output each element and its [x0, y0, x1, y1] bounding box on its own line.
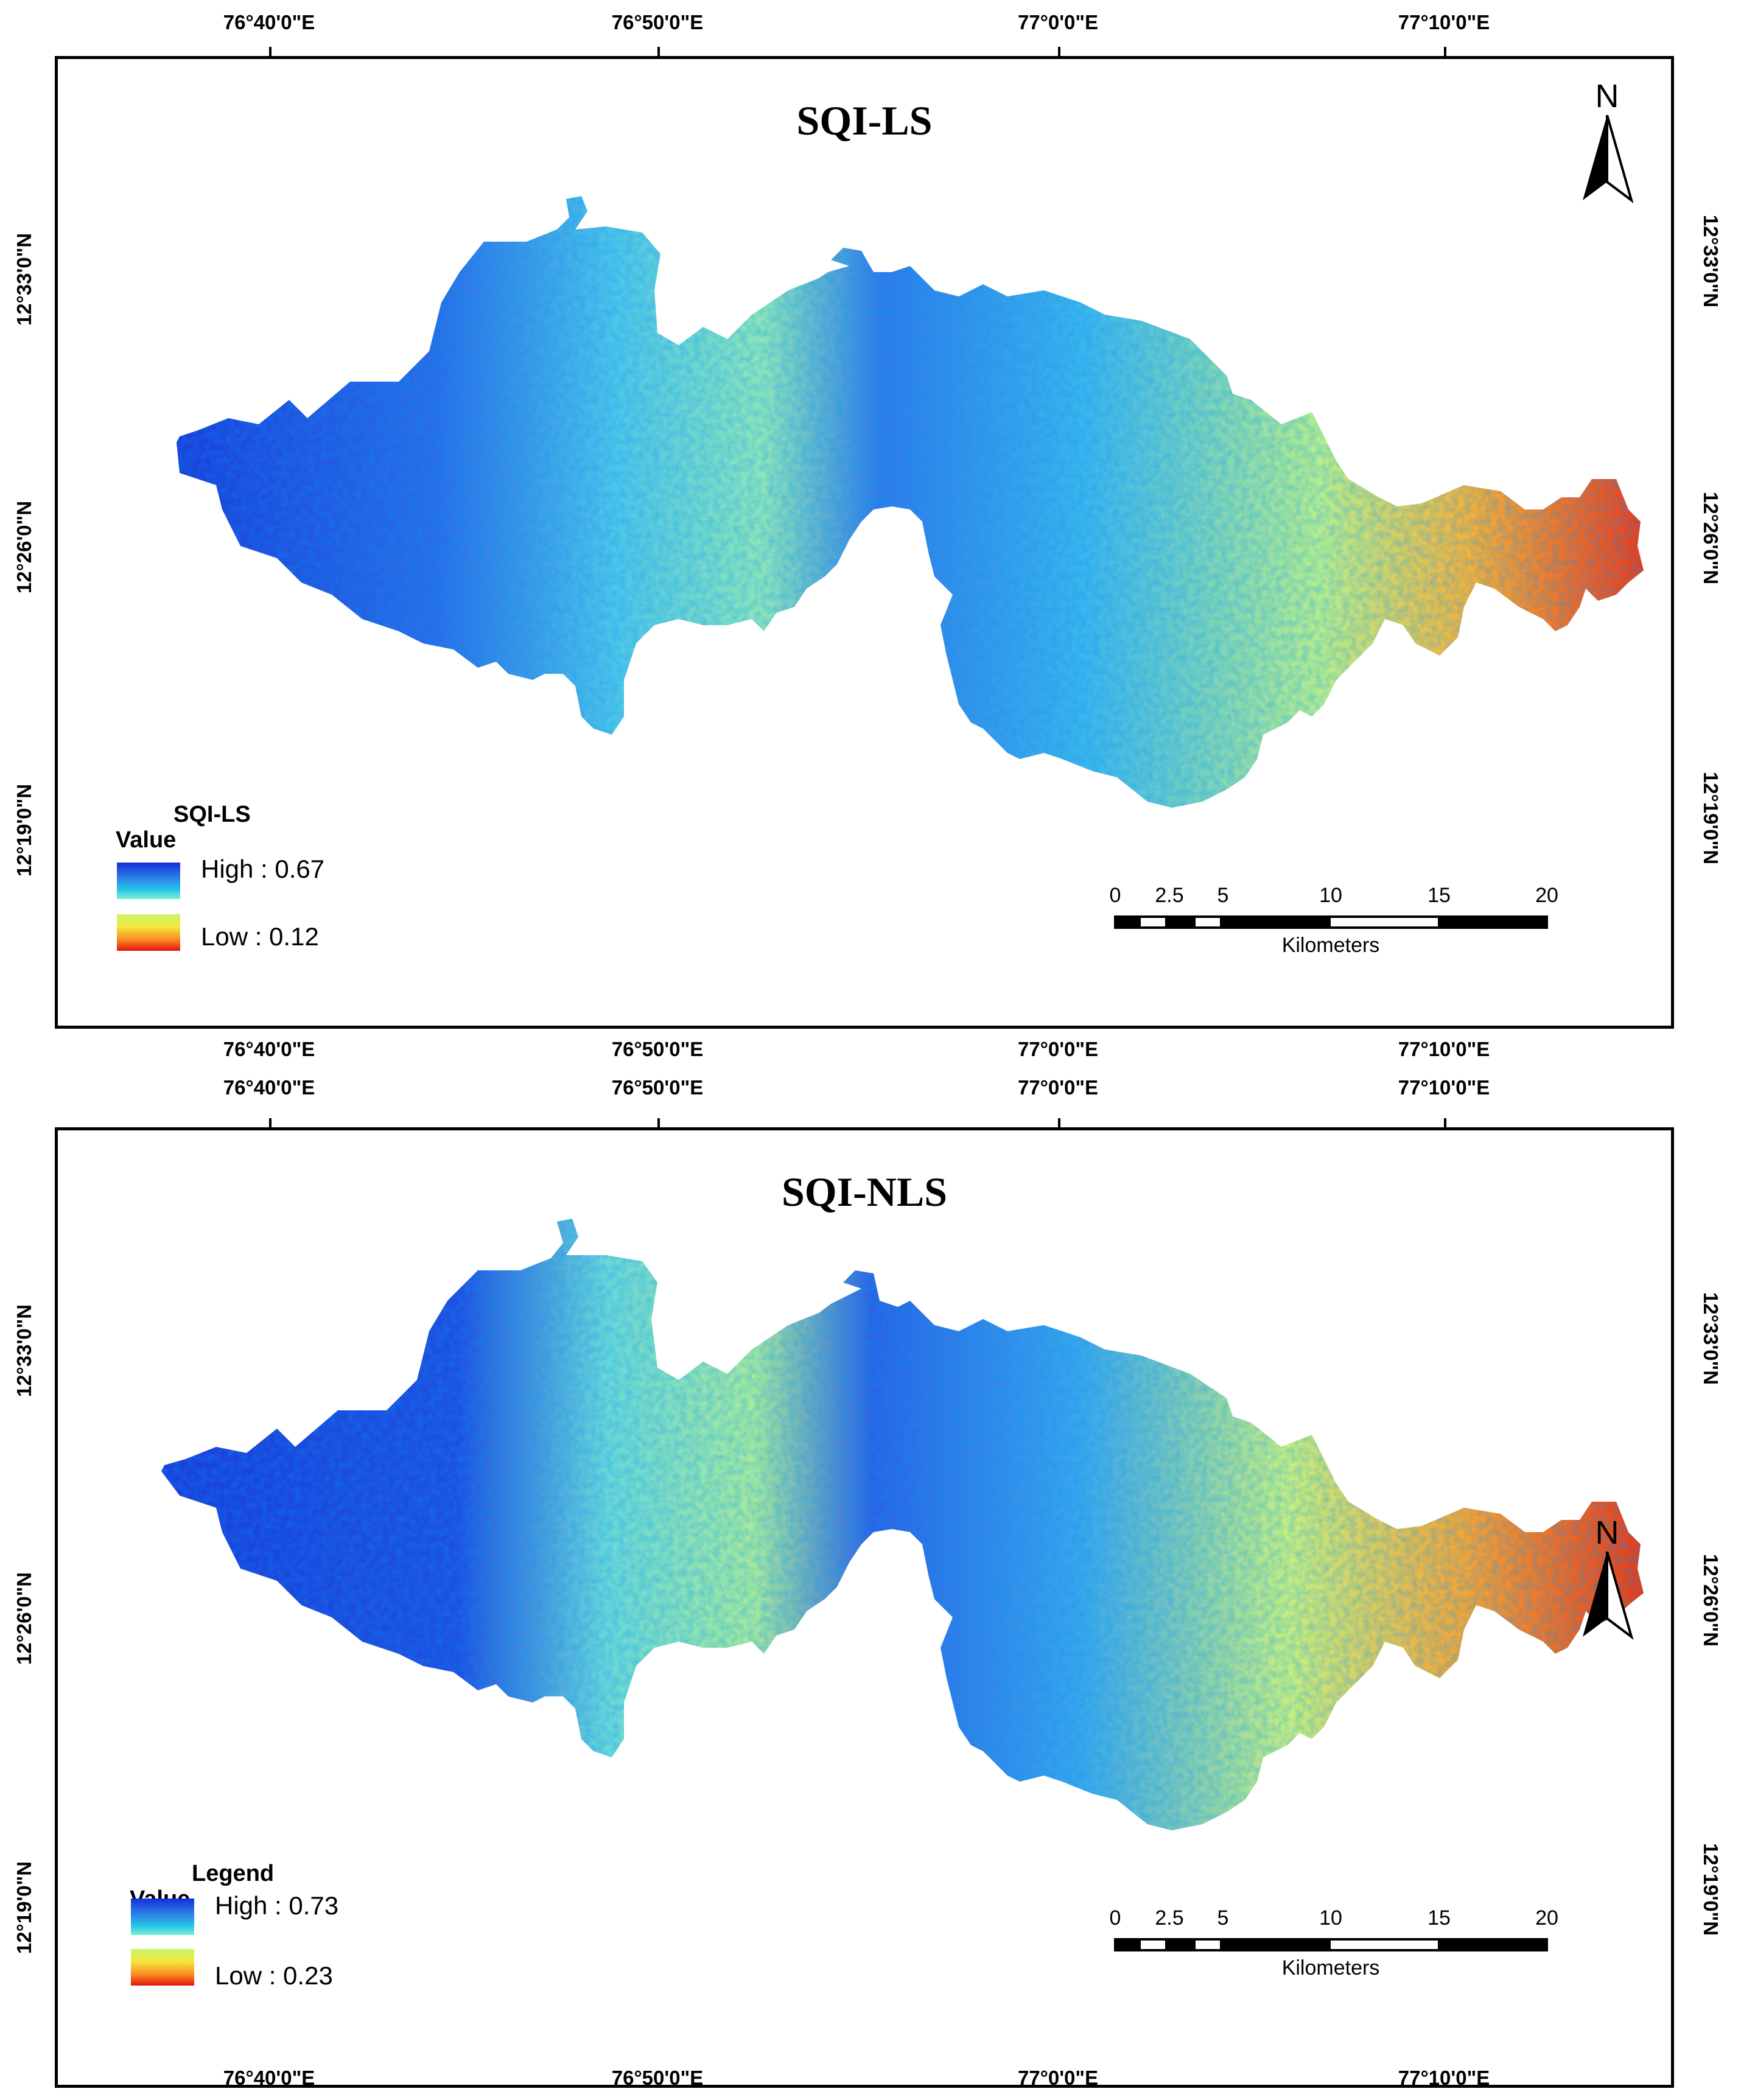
y-tick-right: 12°26'0"N	[1700, 491, 1722, 585]
north-arrow-icon	[1583, 1552, 1634, 1640]
y-tick-left: 12°33'0"N	[13, 233, 35, 326]
x-tick-bottom: 77°10'0"E	[1398, 2067, 1490, 2089]
legend-value-heading: Value	[116, 827, 177, 853]
scale-unit: Kilometers	[1281, 934, 1380, 957]
x-tick-top: 77°10'0"E	[1398, 1076, 1490, 1099]
north-label: N	[1595, 78, 1619, 114]
x-tick-bottom: 77°0'0"E	[1017, 1038, 1099, 1060]
legend-title: SQI-LS	[173, 802, 251, 827]
y-tick-right: 12°33'0"N	[1700, 1292, 1722, 1385]
map-panel-sqi-nls: 76°40'0"E 76°50'0"E 77°0'0"E 77°10'0"E S…	[0, 1059, 1741, 2100]
legend-swatch-low	[131, 1949, 194, 1986]
legend-title: Legend	[192, 1861, 275, 1886]
y-tick-right: 12°33'0"N	[1700, 214, 1722, 308]
y-tick-left: 12°19'0"N	[13, 1861, 35, 1955]
x-tick-bottom: 77°0'0"E	[1017, 2067, 1099, 2089]
map-panel-sqi-ls: 76°40'0"E 76°50'0"E 77°0'0"E 77°10'0"E S…	[13, 11, 1722, 1060]
x-tick-bottom: 76°50'0"E	[611, 2067, 704, 2089]
y-tick-right: 12°19'0"N	[1700, 771, 1722, 865]
y-tick-right: 12°19'0"N	[1700, 1843, 1722, 1936]
x-tick-bottom: 76°40'0"E	[223, 2067, 315, 2089]
north-arrow: N	[1580, 77, 1634, 205]
y-tick-left: 12°19'0"N	[13, 783, 35, 877]
x-tick-bottom: 76°40'0"E	[223, 1038, 315, 1060]
north-arrow: N	[1580, 1514, 1634, 1642]
legend-swatch-low	[117, 914, 180, 951]
north-arrow-icon	[1583, 115, 1634, 204]
legend-swatch-high	[117, 863, 180, 899]
legend-low-label: Low : 0.12	[201, 922, 319, 951]
map-title: SQI-LS	[796, 97, 933, 144]
map-frame: SQI-LS	[55, 47, 1674, 1029]
y-tick-left: 12°26'0"N	[13, 500, 35, 594]
x-tick-bottom: 76°50'0"E	[611, 1038, 704, 1060]
x-tick-top: 77°0'0"E	[1017, 1076, 1099, 1099]
scale-bar: 0 2.5 5 10 15 20 Kilometers	[1109, 884, 1558, 957]
map-frame: SQI-NLS	[55, 1118, 1674, 2088]
soil-quality-raster	[177, 196, 1644, 808]
x-tick-bottom: 77°10'0"E	[1398, 1038, 1490, 1060]
legend-swatch-high	[131, 1899, 194, 1935]
legend-low-label: Low : 0.23	[215, 1961, 333, 1990]
x-tick-top: 76°50'0"E	[611, 1076, 704, 1099]
x-tick-top: 77°0'0"E	[1017, 11, 1099, 33]
scale-unit: Kilometers	[1281, 1956, 1380, 1979]
scale-bar: 0 2.5 5 10 15 20 Kilometers	[1109, 1906, 1558, 1979]
y-tick-left: 12°26'0"N	[13, 1572, 35, 1665]
x-tick-top: 76°40'0"E	[223, 1076, 315, 1099]
soil-quality-raster	[161, 1219, 1644, 1830]
x-tick-top: 76°40'0"E	[223, 11, 315, 33]
x-tick-top: 77°10'0"E	[1398, 11, 1490, 33]
legend-high-label: High : 0.73	[215, 1891, 339, 1920]
y-tick-right: 12°26'0"N	[1700, 1553, 1722, 1647]
x-tick-top: 76°50'0"E	[611, 11, 704, 33]
north-label: N	[1595, 1514, 1619, 1551]
y-tick-left: 12°33'0"N	[13, 1304, 35, 1398]
map-title: SQI-NLS	[781, 1169, 948, 1215]
legend-high-label: High : 0.67	[201, 855, 325, 883]
